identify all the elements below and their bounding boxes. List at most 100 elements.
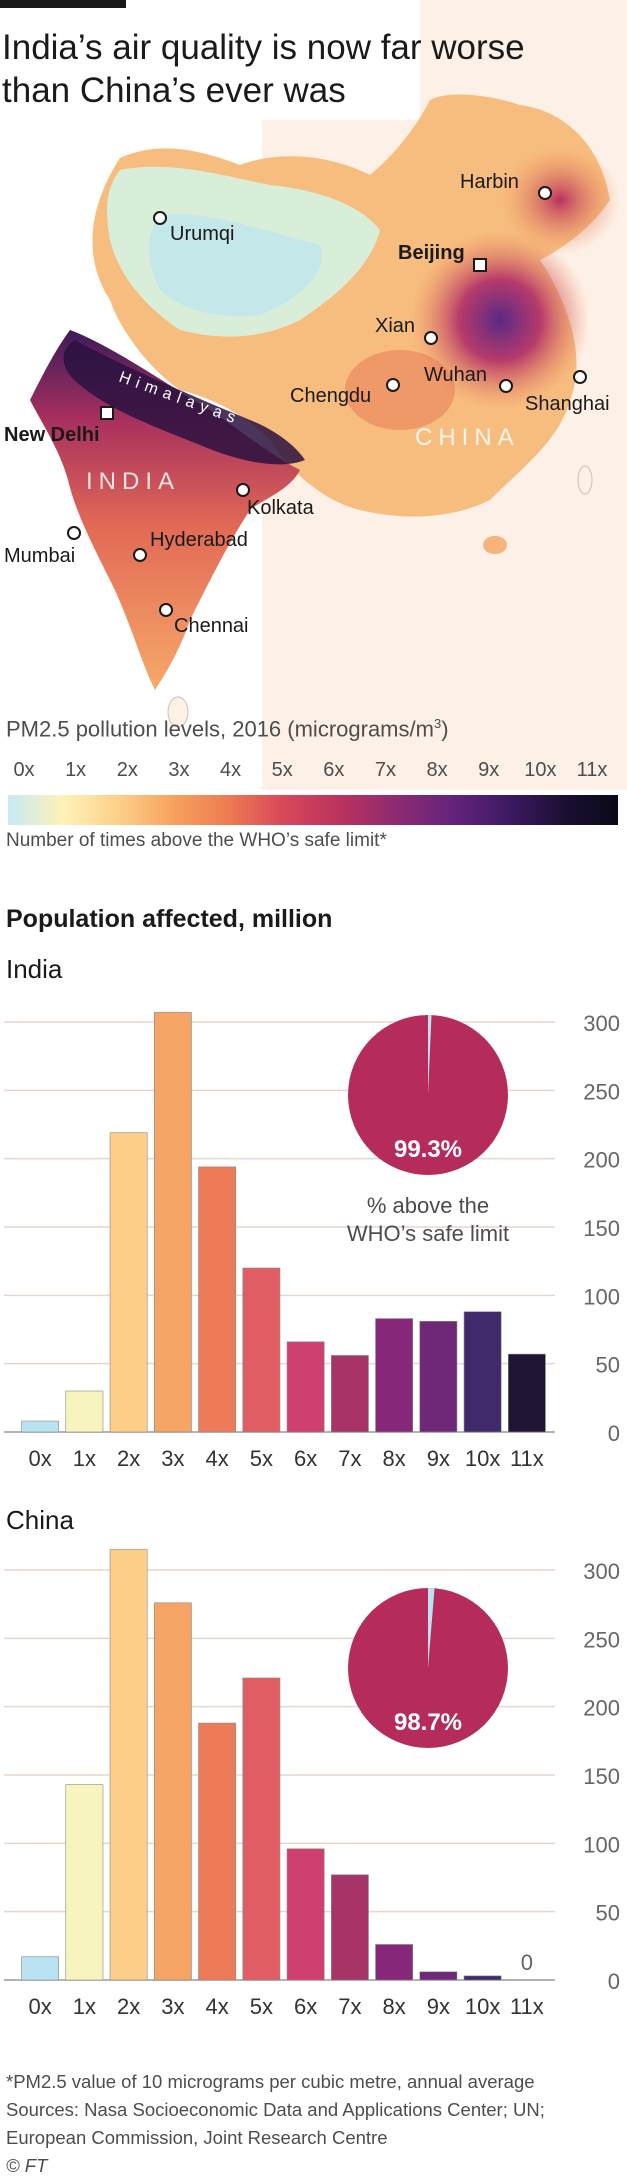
india-x-tick-label: 10x xyxy=(465,1446,500,1471)
china-x-tick-label: 7x xyxy=(338,1994,361,2019)
northeast-hotspot xyxy=(500,145,620,255)
beijing-label: Beijing xyxy=(398,242,465,264)
india-bar xyxy=(507,1353,546,1433)
india-x-tick-label: 11x xyxy=(510,1446,544,1471)
legend-tick: 7x xyxy=(374,759,397,781)
xian-marker xyxy=(424,331,438,345)
china-x-tick-label: 11x xyxy=(510,1994,544,2019)
china-zero-label: 0 xyxy=(521,1950,533,1975)
title-line-1: India’s air quality is now far worse xyxy=(2,28,525,67)
india-x-tick-label: 9x xyxy=(427,1446,450,1471)
legend-note: Number of times above the WHO’s safe lim… xyxy=(6,830,387,851)
china-bar xyxy=(242,1677,281,1981)
footnote: *PM2.5 value of 10 micrograms per cubic … xyxy=(6,2068,626,2180)
china-label: CHINA xyxy=(415,424,520,451)
footnote-sources-1: Sources: Nasa Socioeconomic Data and App… xyxy=(6,2099,545,2120)
india-pie-caption-2: WHO’s safe limit xyxy=(347,1221,509,1246)
china-x-tick-label: 8x xyxy=(383,1994,406,2019)
china-pie-label: 98.7% xyxy=(394,1709,462,1736)
legend-tick: 10x xyxy=(524,759,557,781)
chennai-marker xyxy=(159,603,173,617)
new-delhi-label: New Delhi xyxy=(4,424,100,446)
china-x-tick-label: 9x xyxy=(427,1994,450,2019)
india-x-tick-label: 1x xyxy=(73,1446,96,1471)
india-chart-title: India xyxy=(6,954,63,984)
china-bar xyxy=(330,1874,369,1981)
india-y-tick-label: 0 xyxy=(608,1421,620,1446)
chennai-label: Chennai xyxy=(174,615,249,637)
legend-tick: 1x xyxy=(65,759,87,781)
urumqi-marker xyxy=(153,211,167,225)
population-section-title: Population affected, million xyxy=(6,905,333,933)
china-y-tick-label: 50 xyxy=(596,1901,620,1926)
legend-title-end: ) xyxy=(441,716,449,742)
ft-top-rule xyxy=(0,0,126,8)
shanghai-label: Shanghai xyxy=(525,393,610,415)
legend-tick: 11x xyxy=(576,759,608,781)
china-y-tick-label: 200 xyxy=(583,1696,620,1721)
chengdu-marker xyxy=(386,378,400,392)
harbin-label: Harbin xyxy=(460,171,519,193)
india-pie-caption-1: % above the xyxy=(367,1193,489,1218)
china-y-tick-label: 250 xyxy=(583,1627,620,1652)
china-y-tick-label: 0 xyxy=(608,1969,620,1994)
china-bar xyxy=(109,1549,148,1981)
legend-title-superscript: 3 xyxy=(433,716,442,731)
kolkata-label: Kolkata xyxy=(247,497,315,519)
legend-color-scale xyxy=(8,795,618,825)
india-x-tick-label: 4x xyxy=(206,1446,229,1471)
new-delhi-marker xyxy=(100,406,114,420)
india-x-tick-label: 3x xyxy=(161,1446,184,1471)
india-y-tick-label: 200 xyxy=(583,1148,620,1173)
china-bar xyxy=(419,1971,458,1981)
india-x-tick-label: 2x xyxy=(117,1446,140,1471)
india-bar xyxy=(109,1132,148,1433)
wuhan-label: Wuhan xyxy=(424,364,487,386)
shanghai-marker xyxy=(573,370,587,384)
kolkata-marker xyxy=(236,483,250,497)
india-x-tick-label: 6x xyxy=(294,1446,317,1471)
india-bar-chart: 0 50 100 150 200 250 300 0x 1x 2x 3x 4x 5x 6x 7x 8x 9x 10… xyxy=(4,1011,620,1471)
legend-tick: 9x xyxy=(478,759,500,781)
china-y-tick-label: 100 xyxy=(583,1832,620,1857)
india-y-tick-label: 150 xyxy=(583,1216,620,1241)
india-bar xyxy=(463,1311,502,1433)
india-landmass xyxy=(30,330,300,690)
legend-tick: 5x xyxy=(271,759,293,781)
china-y-tick-label: 150 xyxy=(583,1764,620,1789)
north-china-hotspot xyxy=(410,230,590,410)
china-x-tick-label: 2x xyxy=(117,1994,140,2019)
legend-tick: 8x xyxy=(426,759,448,781)
legend-tick: 2x xyxy=(116,759,138,781)
india-x-tick-label: 5x xyxy=(250,1446,273,1471)
tibet-plateau-core xyxy=(148,214,322,317)
legend-tick: 3x xyxy=(168,759,190,781)
sri-lanka xyxy=(167,696,189,728)
beijing-marker xyxy=(473,258,487,272)
india-bar xyxy=(242,1267,281,1433)
footnote-sources-2: European Commission, Joint Research Cent… xyxy=(6,2127,388,2148)
legend-tick: 4x xyxy=(219,759,242,781)
china-bar xyxy=(198,1722,237,1981)
china-bar xyxy=(463,1975,502,1981)
china-bar xyxy=(153,1602,192,1981)
harbin-marker xyxy=(538,186,552,200)
legend-ticks: 0x 1x 2x 3x 4x 5x 6x 7x 8x 9x 10x 11x xyxy=(0,759,627,783)
legend-title: PM2.5 pollution levels, 2016 (micrograms… xyxy=(6,716,449,742)
china-chart-title: China xyxy=(6,1505,74,1535)
china-bar xyxy=(286,1848,325,1981)
mumbai-marker xyxy=(67,526,81,540)
copyright: © FT xyxy=(6,2155,48,2176)
chengdu-label: Chengdu xyxy=(290,385,371,407)
india-bar xyxy=(65,1390,104,1433)
india-y-tick-label: 50 xyxy=(596,1353,620,1378)
india-x-tick-label: 8x xyxy=(383,1446,406,1471)
china-bar xyxy=(375,1944,414,1981)
india-x-tick-label: 0x xyxy=(29,1446,52,1471)
china-bar xyxy=(21,1956,60,1981)
india-x-tick-label: 7x xyxy=(338,1446,361,1471)
pollution-map: Harbin Urumqi Beijing Xian Chengdu Wuhan… xyxy=(4,0,627,790)
legend-tick: 6x xyxy=(323,759,345,781)
legend-title-text: PM2.5 pollution levels, 2016 (micrograms… xyxy=(6,716,434,742)
india-y-tick-label: 250 xyxy=(583,1079,620,1104)
